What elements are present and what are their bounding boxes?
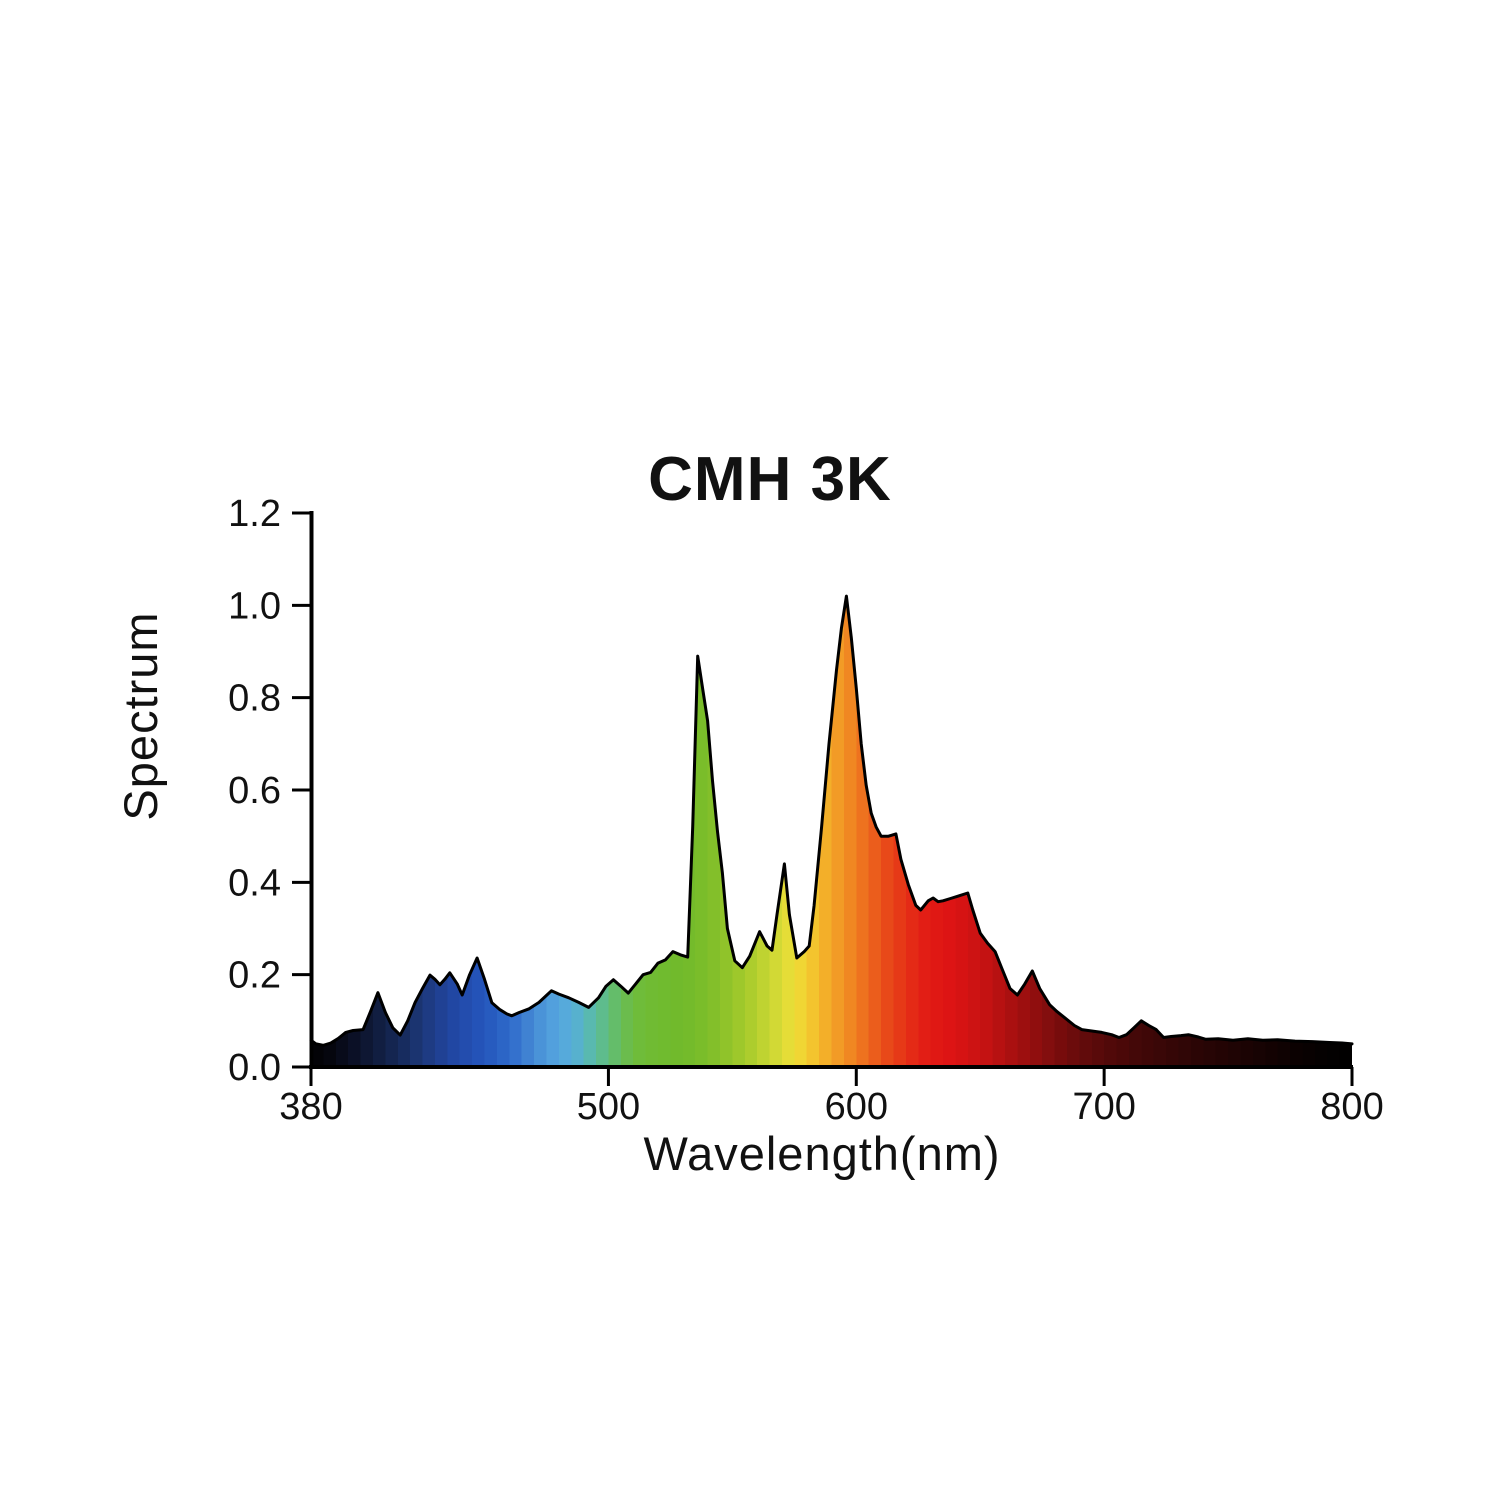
x-tick-label: 380 (279, 1086, 342, 1128)
x-axis-label: Wavelength(nm) (643, 1127, 1000, 1180)
y-tick-label: 0.8 (228, 678, 281, 720)
y-tick-label: 0.4 (228, 862, 281, 904)
y-tick-label: 1.0 (228, 585, 281, 627)
plot-area: 0.0 0.2 0.4 0.6 0.8 1.0 1.2 380 500 600 700 800 (228, 493, 1384, 1128)
x-tick-label: 700 (1072, 1086, 1135, 1128)
spectrum-area (311, 596, 1352, 1067)
spectrum-outline (309, 594, 1354, 1047)
chart-title: CMH 3K (648, 445, 892, 514)
x-tick-label: 600 (825, 1086, 888, 1128)
y-tick-label: 0.2 (228, 955, 281, 997)
x-tick-label: 500 (577, 1086, 640, 1128)
y-tick-label: 0.6 (228, 770, 281, 812)
y-axis-label: Spectrum (114, 611, 167, 820)
x-tick-label: 800 (1320, 1086, 1383, 1128)
y-tick-label: 1.2 (228, 493, 281, 535)
y-tick-label: 0.0 (228, 1047, 281, 1089)
